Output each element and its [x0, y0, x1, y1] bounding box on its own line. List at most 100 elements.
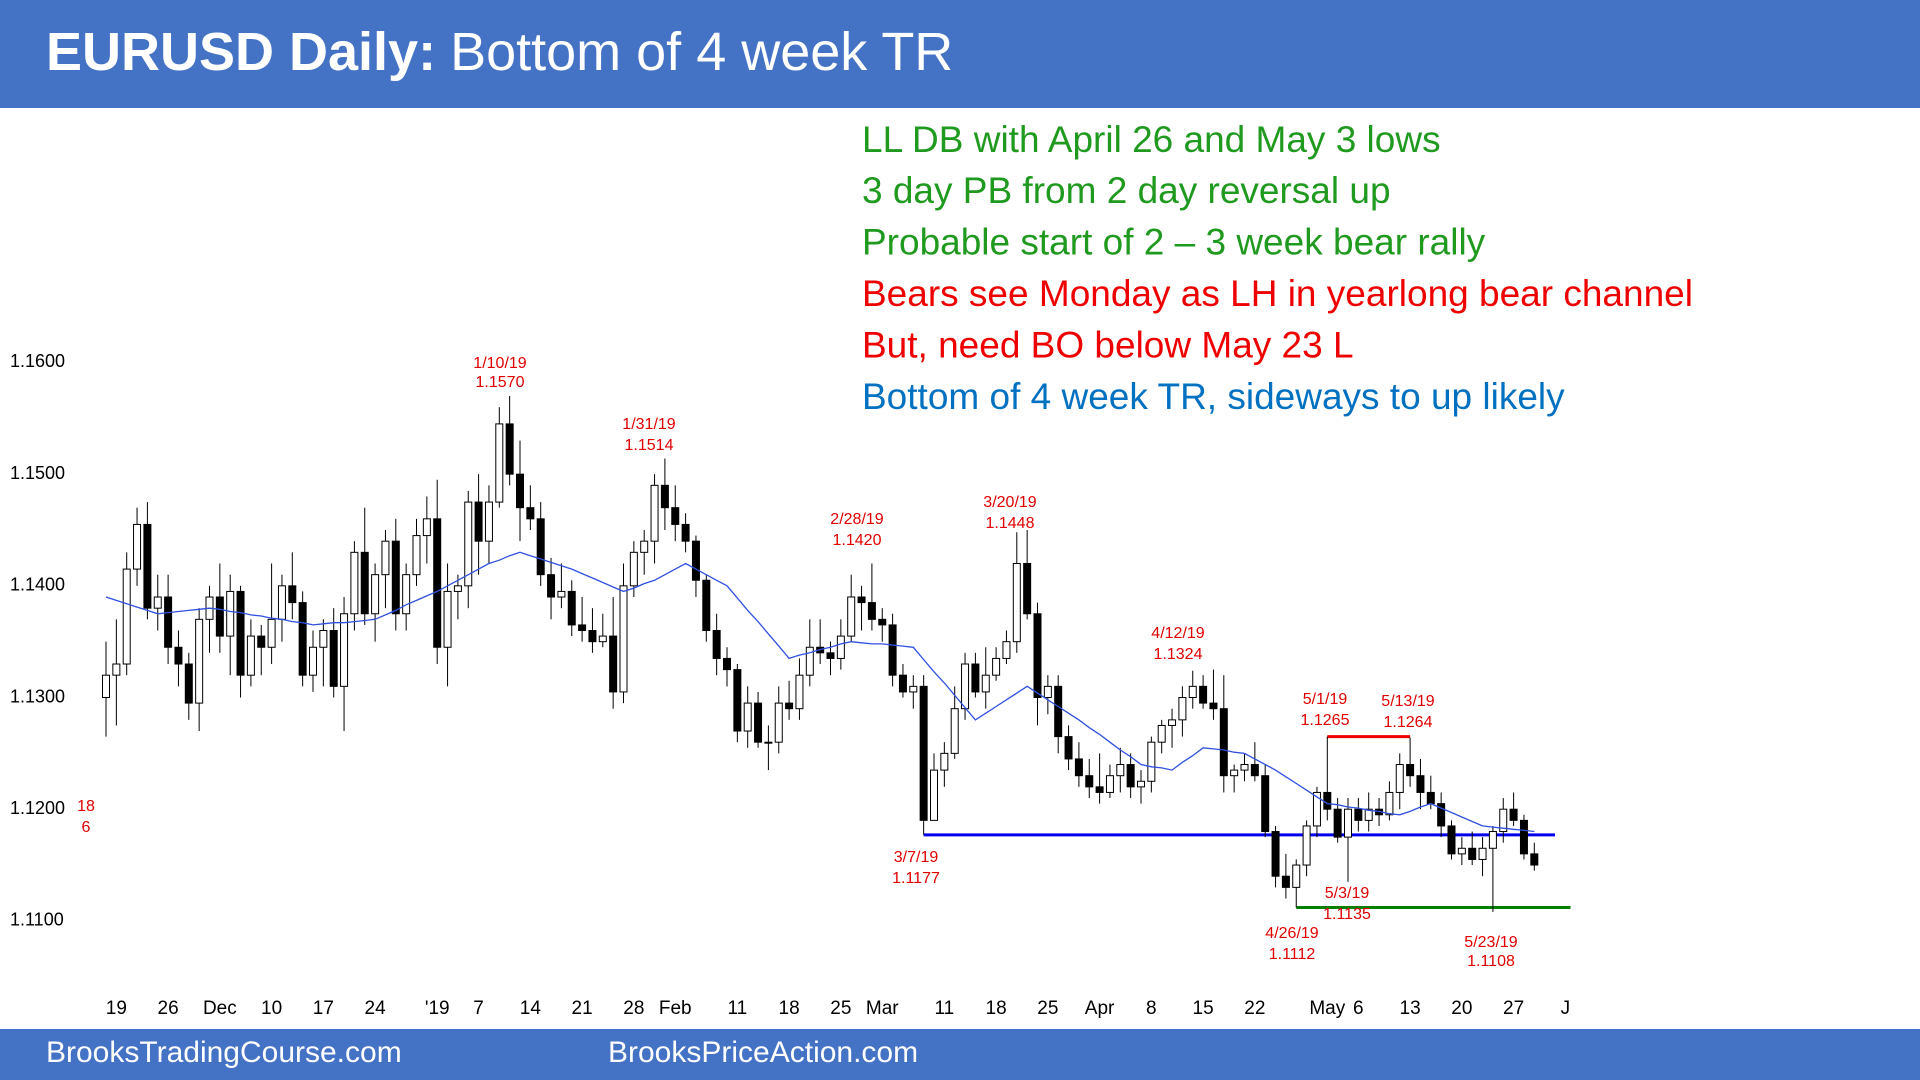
candle-body — [836, 635, 845, 659]
candle-body — [898, 674, 907, 693]
candle-body — [1530, 853, 1539, 866]
candle-body — [1385, 791, 1394, 816]
candle-body — [433, 518, 442, 648]
candle-body — [578, 624, 587, 632]
candle-body — [826, 652, 835, 659]
candle-body — [785, 702, 794, 710]
candle-body — [1240, 764, 1249, 771]
candle-body — [1012, 563, 1021, 643]
footer-left: BrooksTradingCourse.com — [46, 1036, 402, 1069]
candle-body — [215, 596, 224, 637]
candle-body — [1261, 775, 1270, 833]
candle-body — [1002, 641, 1011, 659]
candle-body — [1406, 764, 1415, 777]
annotation-price: 1.1265 — [1301, 712, 1350, 729]
candle-body — [422, 518, 431, 537]
candle-body — [1395, 764, 1404, 793]
annotation-date: 5/13/19 — [1381, 693, 1434, 710]
annotation-date: 4/26/19 — [1265, 925, 1318, 942]
candle-body — [930, 769, 938, 821]
x-tick-label: 19 — [106, 998, 127, 1019]
candle-body — [402, 574, 411, 615]
annotation-date: 3/7/19 — [894, 849, 939, 866]
candle-body — [888, 624, 897, 676]
candle-body — [153, 596, 162, 609]
candle-body — [567, 590, 576, 626]
candle-body — [1488, 831, 1497, 849]
candle-body — [184, 663, 193, 704]
candle-body — [526, 507, 535, 520]
x-tick-label: 27 — [1503, 998, 1524, 1019]
candle-body — [133, 523, 142, 570]
candle-body — [1188, 685, 1197, 699]
candle-body — [795, 674, 804, 710]
candle-body — [878, 618, 887, 626]
y-tick-label: 1.1400 — [10, 575, 65, 595]
candle-body — [1333, 808, 1342, 838]
candle-body — [712, 630, 721, 659]
candle-body — [1509, 808, 1518, 821]
candle-body — [1271, 831, 1280, 877]
annotation-date: 1/10/19 — [473, 355, 526, 372]
note: 3 day PB from 2 day reversal up — [862, 170, 1391, 211]
annotation-date: 4/12/19 — [1151, 625, 1204, 642]
annotation-date: 2/28/19 — [830, 511, 883, 528]
footer-band — [0, 1029, 1920, 1080]
candle-body — [1499, 808, 1508, 833]
candle-body — [443, 590, 452, 648]
candle-body — [1457, 847, 1466, 855]
annotation-price: 1.1448 — [986, 515, 1035, 532]
candle-body — [112, 663, 121, 676]
candle-body — [754, 702, 763, 743]
candle-body — [1426, 791, 1435, 805]
candle-body — [847, 596, 856, 637]
bar-counter: 18 — [77, 798, 95, 815]
candle-body — [743, 702, 752, 732]
candle-body — [484, 501, 493, 542]
x-tick-label: 14 — [520, 998, 542, 1019]
candle-body — [702, 579, 711, 632]
annotation-date: 5/3/19 — [1325, 885, 1370, 902]
note: Bears see Monday as LH in yearlong bear … — [862, 273, 1693, 314]
candle-body — [257, 635, 266, 648]
x-tick-label: 11 — [934, 998, 954, 1019]
x-tick-label: 13 — [1400, 998, 1421, 1019]
x-tick-label: '19 — [425, 998, 450, 1019]
candle-body — [867, 602, 876, 620]
candle-body — [319, 630, 328, 648]
x-tick-label: 28 — [623, 998, 644, 1019]
candle-body — [971, 663, 980, 693]
candle-body — [671, 507, 680, 525]
x-tick-label: Feb — [659, 998, 692, 1019]
candle-body — [764, 741, 773, 744]
x-tick-label: Mar — [866, 998, 899, 1019]
candle-body — [1364, 808, 1373, 821]
x-tick-label: 15 — [1193, 998, 1214, 1019]
candle-body — [1437, 803, 1446, 827]
header-band — [0, 0, 1920, 108]
candle-body — [805, 646, 814, 676]
x-tick-label: 26 — [158, 998, 179, 1019]
x-tick-label: 7 — [473, 998, 484, 1019]
candle-body — [1344, 808, 1352, 838]
x-tick-label: 10 — [261, 998, 282, 1019]
candle-body — [412, 535, 421, 576]
candle-body — [226, 590, 235, 637]
x-tick-label: 20 — [1451, 998, 1472, 1019]
candle-body — [360, 551, 369, 615]
candle-body — [309, 646, 317, 676]
candle-body — [981, 674, 990, 693]
candle-body — [588, 630, 597, 643]
y-tick-label: 1.1300 — [10, 686, 65, 706]
x-tick-label: 17 — [313, 998, 334, 1019]
candle-body — [174, 646, 183, 665]
candle-body — [681, 523, 690, 542]
annotation-date: 5/1/19 — [1303, 691, 1348, 708]
x-tick-label: 25 — [1037, 998, 1058, 1019]
candle-body — [950, 708, 959, 754]
y-tick-label: 1.1100 — [10, 910, 64, 930]
candle-body — [547, 574, 556, 598]
candle-body — [464, 501, 473, 587]
candle-body — [371, 574, 380, 615]
